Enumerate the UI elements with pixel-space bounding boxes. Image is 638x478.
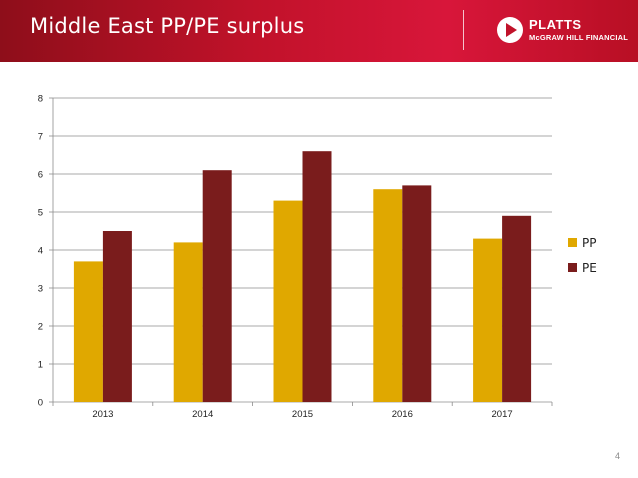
bar-pp-2017 xyxy=(473,238,503,402)
x-tick-label: 2016 xyxy=(392,409,413,420)
brand-subtitle: McGRAW HILL FINANCIAL xyxy=(529,33,629,42)
legend-swatch-pe xyxy=(568,263,577,272)
bar-pp-2015 xyxy=(273,200,303,402)
bar-pp-2016 xyxy=(373,189,403,402)
y-tick-label: 3 xyxy=(38,284,43,295)
platts-logo-icon xyxy=(497,17,523,43)
x-tick-label: 2015 xyxy=(292,409,313,420)
bar-pe-2013 xyxy=(102,231,132,402)
x-tick-label: 2013 xyxy=(92,409,113,420)
legend-label-pp: PP xyxy=(582,236,596,250)
x-tick-label: 2014 xyxy=(192,409,213,420)
bar-pe-2014 xyxy=(202,170,232,402)
y-tick-label: 6 xyxy=(38,170,43,181)
title-banner: Middle East PP/PE surplus PLATTS McGRAW … xyxy=(0,0,638,62)
bar-pe-2015 xyxy=(302,151,332,402)
brand-name: PLATTS xyxy=(529,17,582,32)
y-tick-label: 0 xyxy=(38,398,43,409)
page-number: 4 xyxy=(614,451,620,461)
banner-divider xyxy=(463,10,464,50)
y-tick-label: 2 xyxy=(38,322,43,333)
slide-title: Middle East PP/PE surplus xyxy=(30,14,305,38)
x-tick-label: 2017 xyxy=(492,409,513,420)
bar-pp-2013 xyxy=(73,261,103,402)
legend-label-pe: PE xyxy=(582,261,597,275)
bar-pp-2014 xyxy=(173,242,203,402)
y-tick-label: 1 xyxy=(38,360,43,371)
y-tick-label: 8 xyxy=(38,94,43,105)
bar-pe-2017 xyxy=(502,215,532,402)
y-tick-label: 4 xyxy=(38,246,43,257)
y-tick-label: 7 xyxy=(38,132,43,143)
legend-swatch-pp xyxy=(568,238,577,247)
y-tick-label: 5 xyxy=(38,208,43,219)
bar-pe-2016 xyxy=(402,185,432,402)
